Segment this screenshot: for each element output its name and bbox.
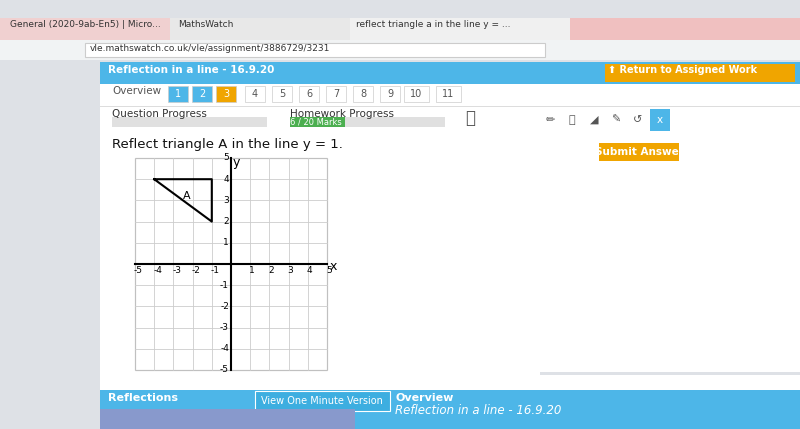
Text: -4: -4 bbox=[154, 266, 162, 275]
Text: y: y bbox=[233, 156, 240, 169]
Text: 9: 9 bbox=[387, 89, 393, 99]
Text: -2: -2 bbox=[220, 302, 229, 311]
Text: 1: 1 bbox=[250, 266, 255, 275]
Bar bbox=[380, 86, 400, 102]
Text: 2: 2 bbox=[199, 89, 205, 99]
Text: 6: 6 bbox=[306, 89, 312, 99]
Bar bbox=[100, 62, 800, 372]
Text: A: A bbox=[183, 191, 190, 201]
Bar bbox=[100, 390, 800, 429]
Bar bbox=[0, 18, 800, 40]
Text: 7: 7 bbox=[333, 89, 339, 99]
Text: MathsWatch: MathsWatch bbox=[178, 20, 234, 29]
Text: Reflection in a line - 16.9.20: Reflection in a line - 16.9.20 bbox=[395, 404, 562, 417]
Text: -5: -5 bbox=[134, 266, 143, 275]
Bar bbox=[599, 143, 679, 161]
Bar bbox=[0, 18, 170, 40]
Text: ⬆ Return to Assigned Work: ⬆ Return to Assigned Work bbox=[608, 65, 757, 75]
Text: Homework Progress: Homework Progress bbox=[290, 109, 394, 119]
Text: -3: -3 bbox=[173, 266, 182, 275]
Text: -2: -2 bbox=[192, 266, 201, 275]
Text: x: x bbox=[657, 115, 663, 125]
Bar bbox=[100, 62, 800, 84]
Text: 4: 4 bbox=[306, 266, 313, 275]
Bar bbox=[353, 86, 373, 102]
Text: 📱: 📱 bbox=[465, 109, 475, 127]
Text: View One Minute Version: View One Minute Version bbox=[261, 396, 383, 406]
Text: ✏: ✏ bbox=[546, 115, 554, 125]
Bar bbox=[100, 84, 800, 106]
Text: 5: 5 bbox=[279, 89, 285, 99]
Text: Question Progress: Question Progress bbox=[112, 109, 207, 119]
Text: -1: -1 bbox=[211, 266, 220, 275]
Bar bbox=[216, 86, 236, 102]
Text: 3: 3 bbox=[223, 89, 229, 99]
Text: -4: -4 bbox=[220, 344, 229, 353]
Text: -3: -3 bbox=[220, 323, 229, 332]
Bar bbox=[404, 86, 429, 102]
Text: Reflections: Reflections bbox=[108, 393, 178, 403]
Bar bbox=[245, 86, 265, 102]
Bar bbox=[100, 106, 800, 107]
Text: 1: 1 bbox=[223, 238, 229, 247]
Text: Reflect triangle A in the line y = 1.: Reflect triangle A in the line y = 1. bbox=[112, 138, 343, 151]
Bar bbox=[100, 375, 800, 429]
Text: reflect triangle a in the line y = ...: reflect triangle a in the line y = ... bbox=[356, 20, 510, 29]
Text: 3: 3 bbox=[223, 196, 229, 205]
Bar bbox=[290, 117, 345, 127]
Bar bbox=[0, 0, 800, 18]
Text: Overview: Overview bbox=[395, 393, 454, 403]
Text: Overview: Overview bbox=[112, 86, 161, 96]
Text: 4: 4 bbox=[223, 175, 229, 184]
Text: vle.mathswatch.co.uk/vle/assignment/3886729/3231: vle.mathswatch.co.uk/vle/assignment/3886… bbox=[90, 44, 330, 53]
Text: 11: 11 bbox=[442, 89, 454, 99]
Bar bbox=[537, 107, 680, 135]
Bar bbox=[100, 135, 540, 375]
Text: 8: 8 bbox=[360, 89, 366, 99]
Bar bbox=[135, 158, 327, 370]
Text: 10: 10 bbox=[410, 89, 422, 99]
Text: x: x bbox=[330, 260, 338, 273]
Bar bbox=[112, 117, 267, 127]
Text: ✎: ✎ bbox=[611, 115, 621, 125]
Bar bbox=[605, 64, 795, 82]
Bar bbox=[170, 18, 350, 40]
Bar bbox=[290, 117, 445, 127]
Bar bbox=[436, 86, 461, 102]
Text: -5: -5 bbox=[220, 366, 229, 375]
Bar bbox=[462, 107, 492, 135]
Text: 6 / 20 Marks: 6 / 20 Marks bbox=[290, 118, 342, 127]
Bar bbox=[85, 43, 545, 57]
Bar bbox=[299, 86, 319, 102]
Text: Submit Answer: Submit Answer bbox=[594, 147, 683, 157]
Text: ↺: ↺ bbox=[634, 115, 642, 125]
Bar bbox=[650, 109, 670, 131]
Text: -1: -1 bbox=[220, 281, 229, 290]
Bar bbox=[291, 118, 341, 126]
Text: 1: 1 bbox=[175, 89, 181, 99]
Text: 2: 2 bbox=[223, 217, 229, 226]
Text: General (2020-9ab-En5) | Micro...: General (2020-9ab-En5) | Micro... bbox=[10, 20, 161, 29]
Text: Reflection in a line - 16.9.20: Reflection in a line - 16.9.20 bbox=[108, 65, 274, 75]
Bar bbox=[326, 86, 346, 102]
Text: 2: 2 bbox=[268, 266, 274, 275]
Text: 4: 4 bbox=[252, 89, 258, 99]
Bar bbox=[100, 409, 355, 429]
Text: ⌖: ⌖ bbox=[569, 115, 575, 125]
Bar bbox=[255, 391, 390, 411]
Text: 3: 3 bbox=[288, 266, 294, 275]
Bar bbox=[168, 86, 188, 102]
Bar bbox=[100, 107, 800, 135]
Text: 5: 5 bbox=[223, 154, 229, 163]
Bar bbox=[350, 18, 570, 40]
Text: ◢: ◢ bbox=[590, 115, 598, 125]
Bar bbox=[192, 86, 212, 102]
Bar bbox=[272, 86, 292, 102]
Text: 5: 5 bbox=[326, 266, 332, 275]
Bar bbox=[0, 40, 800, 60]
